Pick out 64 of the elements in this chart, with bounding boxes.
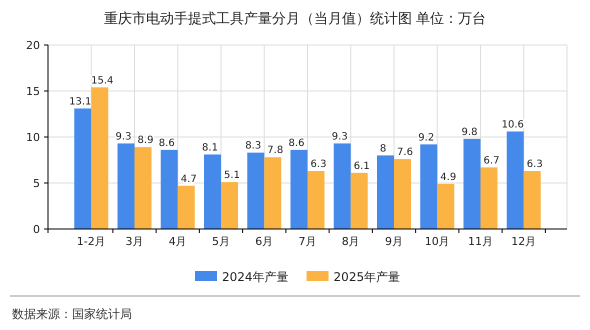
bar [480,167,498,229]
data-label: 13.1 [69,96,92,108]
data-label: 9.3 [332,131,348,142]
data-label: 8.9 [138,135,154,146]
data-label: 8.6 [158,138,175,149]
y-tick-label: 20 [26,39,40,52]
x-tick-label: 10月 [424,235,450,248]
bar [290,150,308,229]
data-label: 9.8 [462,126,478,138]
x-tick-label: 11月 [468,235,493,248]
chart-title: 重庆市电动手提式工具产量分月（当月值）统计图 单位：万台 [104,11,486,27]
data-label: 6.3 [526,159,543,170]
x-tick-label: 8月 [342,235,360,248]
x-tick-label: 5月 [212,235,230,248]
legend-label: 2025年产量 [334,270,400,284]
x-tick-label: 1-2月 [76,235,106,248]
x-tick-label: 12月 [511,235,536,248]
y-tick-label: 5 [33,177,40,190]
data-label: 5.1 [224,170,240,182]
x-tick-label: 4月 [168,235,187,248]
data-label: 9.3 [116,131,132,142]
bar [506,131,524,229]
data-label: 4.7 [180,174,197,185]
bar [178,186,195,229]
data-label: 8.1 [202,142,218,154]
bar [377,155,394,229]
data-label: 6.7 [484,155,500,166]
bar [221,182,238,229]
y-tick-label: 15 [26,85,40,98]
bar [464,138,480,229]
bar [204,154,221,229]
data-label: 6.3 [310,159,326,170]
bar [420,144,438,229]
bar [118,143,134,229]
data-label: 7.8 [267,145,284,156]
x-tick-label: 3月 [126,235,144,248]
data-label: 8 [380,143,386,154]
bar [264,157,282,229]
x-tick-label: 9月 [385,235,403,248]
bar [394,159,411,229]
bar [91,87,108,229]
source-note: 数据来源：国家统计局 [12,307,132,321]
bar [74,108,92,229]
y-tick-label: 0 [33,223,40,236]
data-label: 15.4 [91,75,114,86]
bar [134,147,152,229]
data-label: 8.3 [245,140,262,152]
y-tick-label: 10 [26,131,40,144]
bar [350,172,368,229]
x-tick-label: 6月 [255,235,274,248]
bar [247,152,264,229]
data-label: 10.6 [502,119,524,130]
legend-label: 2024年产量 [222,270,289,284]
data-label: 4.9 [440,172,456,183]
x-tick-label: 7月 [298,235,316,248]
bar [334,143,351,229]
data-label: 6.1 [354,160,370,172]
data-label: 9.2 [418,132,434,144]
data-label: 7.6 [397,147,413,158]
bar [308,171,324,229]
bar [437,184,454,229]
bar [524,171,541,229]
bar [160,150,178,229]
data-label: 8.6 [288,138,304,149]
